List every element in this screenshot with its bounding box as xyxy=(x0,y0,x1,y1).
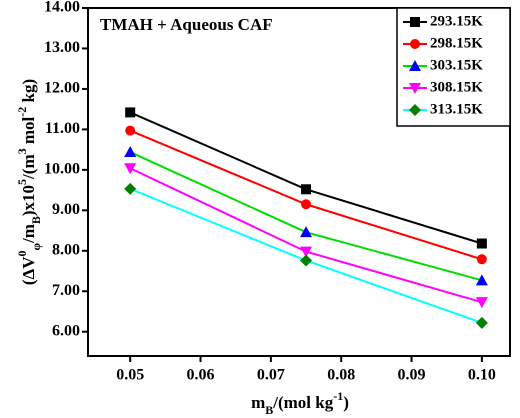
marker xyxy=(300,226,313,238)
marker xyxy=(476,254,487,265)
y-axis-label-part: B xyxy=(29,216,43,224)
y-axis-label: (ΔV0φ/mB)x105/(m3 mol-2 kg) xyxy=(15,79,43,285)
y-tick-label: 12.00 xyxy=(44,80,80,97)
marker xyxy=(475,316,488,329)
y-tick-label: 11.00 xyxy=(45,120,80,137)
marker xyxy=(476,238,487,249)
legend-label: 313.15K xyxy=(430,101,483,117)
marker xyxy=(125,107,136,118)
x-tick-label: 0.07 xyxy=(257,367,285,384)
y-axis-label-part: 5 xyxy=(15,179,29,185)
y-tick-label: 9.00 xyxy=(52,201,80,218)
marker xyxy=(301,184,312,195)
series-line xyxy=(129,111,483,245)
legend-marker xyxy=(409,104,421,116)
y-axis-label-part: )x10 xyxy=(19,185,38,216)
x-tick-label: 0.08 xyxy=(327,367,355,384)
y-axis-label-part: 3 xyxy=(15,148,29,154)
y-tick-label: 7.00 xyxy=(52,282,80,299)
legend-marker xyxy=(410,17,420,27)
x-tick-label: 0.10 xyxy=(468,367,496,384)
legend-marker xyxy=(410,39,420,49)
marker xyxy=(124,146,137,158)
legend-marker xyxy=(409,60,421,71)
y-axis-label-part: (ΔV xyxy=(19,256,38,285)
y-axis-label-part: /m xyxy=(19,224,38,244)
x-axis-label-part: /(mol kg xyxy=(272,393,333,412)
x-axis-label-part: B xyxy=(265,403,273,417)
x-axis-label: mB/(mol kg-1) xyxy=(251,389,349,417)
legend-label: 303.15K xyxy=(430,57,483,73)
marker xyxy=(300,246,313,258)
y-tick-label: 8.00 xyxy=(52,241,80,258)
x-tick-label: 0.09 xyxy=(398,367,426,384)
marker xyxy=(301,199,312,210)
y-axis-label-part: mol xyxy=(19,116,38,148)
legend-marker xyxy=(409,83,421,94)
y-tick-label: 6.00 xyxy=(52,322,80,339)
x-axis-label-part: ) xyxy=(343,393,349,412)
x-axis-label-part: -1 xyxy=(333,389,343,403)
y-axis-label-part: kg) xyxy=(19,79,38,107)
y-axis-label-part: /(m xyxy=(19,154,38,180)
y-axis-label-part: -2 xyxy=(15,107,29,117)
marker xyxy=(125,125,136,136)
legend-label: 298.15K xyxy=(430,35,483,51)
x-axis-label-part: m xyxy=(251,393,265,412)
y-tick-label: 10.00 xyxy=(44,161,80,178)
y-axis-label-part: 0 xyxy=(15,251,29,257)
y-axis-label-part: φ xyxy=(29,243,43,251)
x-tick-label: 0.05 xyxy=(116,367,144,384)
legend-label: 293.15K xyxy=(430,13,483,29)
marker xyxy=(300,254,313,267)
marker xyxy=(124,163,137,175)
y-tick-label: 13.00 xyxy=(44,39,80,56)
marker xyxy=(475,274,488,286)
marker xyxy=(475,297,488,309)
plot-frame xyxy=(87,7,511,357)
series-line xyxy=(129,129,483,261)
marker xyxy=(124,182,137,195)
annotation: TMAH + Aqueous CAF xyxy=(100,15,273,34)
x-tick-label: 0.06 xyxy=(187,367,215,384)
legend-label: 308.15K xyxy=(430,79,483,95)
y-tick-label: 14.00 xyxy=(44,0,80,16)
